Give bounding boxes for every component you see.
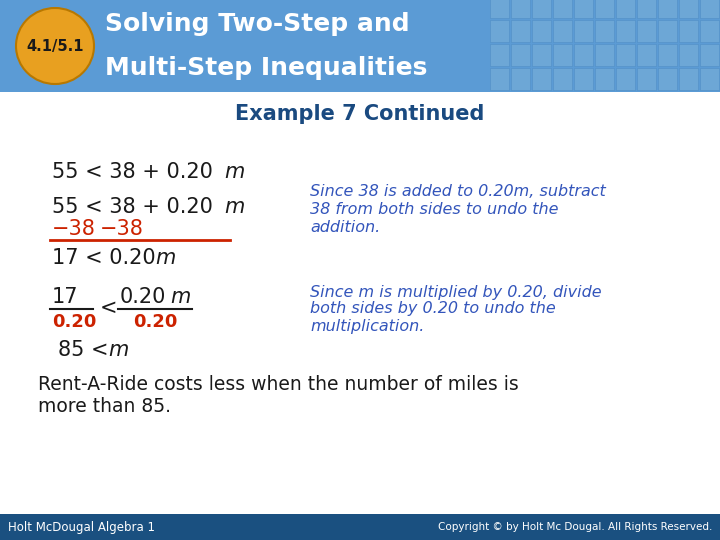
Bar [637, 68, 656, 90]
Bar [658, 0, 677, 18]
Bar [658, 68, 677, 90]
Bar [511, 44, 530, 66]
Bar [658, 20, 677, 42]
Text: more than 85.: more than 85. [38, 397, 171, 416]
Bar [679, 0, 698, 18]
Bar [574, 44, 593, 66]
Bar [490, 44, 509, 66]
Text: m: m [155, 248, 176, 268]
Ellipse shape [16, 8, 94, 84]
Bar [574, 0, 593, 18]
Bar [553, 44, 572, 66]
Text: Holt McDougal Algebra 1: Holt McDougal Algebra 1 [8, 521, 155, 534]
Text: Solving Two-Step and: Solving Two-Step and [105, 12, 410, 36]
Bar [0, 514, 720, 540]
Text: <: < [100, 298, 117, 318]
Text: 55 < 38 + 0.20: 55 < 38 + 0.20 [52, 162, 213, 182]
Bar [595, 68, 614, 90]
Bar [637, 0, 656, 18]
Text: 4.1/5.1: 4.1/5.1 [26, 38, 84, 53]
Bar [532, 44, 551, 66]
Text: Since 38 is added to 0.20m, subtract: Since 38 is added to 0.20m, subtract [310, 185, 606, 199]
Text: 17 < 0.20: 17 < 0.20 [52, 248, 156, 268]
Bar [616, 44, 635, 66]
Text: 38 from both sides to undo the: 38 from both sides to undo the [310, 202, 559, 218]
Text: Rent-A-Ride costs less when the number of miles is: Rent-A-Ride costs less when the number o… [38, 375, 518, 395]
Text: m: m [224, 197, 244, 217]
Text: addition.: addition. [310, 220, 380, 235]
Text: multiplication.: multiplication. [310, 319, 424, 334]
Bar [553, 0, 572, 18]
Bar [511, 0, 530, 18]
Bar [616, 20, 635, 42]
Text: −38: −38 [52, 219, 96, 239]
Bar [490, 20, 509, 42]
Text: 55 < 38 + 0.20: 55 < 38 + 0.20 [52, 197, 213, 217]
Text: m: m [108, 340, 128, 360]
Bar [700, 44, 719, 66]
Bar [490, 68, 509, 90]
Text: m: m [224, 162, 244, 182]
Bar [658, 44, 677, 66]
Text: −38: −38 [100, 219, 144, 239]
Text: Example 7 Continued: Example 7 Continued [235, 104, 485, 124]
Text: 17: 17 [52, 287, 78, 307]
Text: 0.20: 0.20 [133, 313, 177, 331]
Bar [700, 20, 719, 42]
Text: Since m is multiplied by 0.20, divide: Since m is multiplied by 0.20, divide [310, 285, 602, 300]
Text: 85 <: 85 < [58, 340, 115, 360]
Bar [532, 20, 551, 42]
Bar [637, 20, 656, 42]
Bar [532, 68, 551, 90]
Bar [616, 68, 635, 90]
Text: Multi-Step Inequalities: Multi-Step Inequalities [105, 56, 428, 80]
Text: 0.20: 0.20 [120, 287, 166, 307]
Bar [511, 68, 530, 90]
Text: m: m [170, 287, 190, 307]
Bar [553, 20, 572, 42]
Bar [511, 20, 530, 42]
Bar [637, 44, 656, 66]
Text: 0.20: 0.20 [52, 313, 96, 331]
Text: both sides by 0.20 to undo the: both sides by 0.20 to undo the [310, 301, 556, 316]
Bar [574, 20, 593, 42]
Bar [553, 68, 572, 90]
Bar [0, 0, 720, 92]
Bar [595, 0, 614, 18]
Bar [595, 20, 614, 42]
Bar [700, 68, 719, 90]
Bar [679, 44, 698, 66]
Bar [490, 0, 509, 18]
Bar [616, 0, 635, 18]
Bar [595, 44, 614, 66]
Bar [700, 0, 719, 18]
Bar [679, 20, 698, 42]
Text: Copyright © by Holt Mc Dougal. All Rights Reserved.: Copyright © by Holt Mc Dougal. All Right… [438, 522, 712, 532]
Bar [574, 68, 593, 90]
Bar [679, 68, 698, 90]
Bar [532, 0, 551, 18]
